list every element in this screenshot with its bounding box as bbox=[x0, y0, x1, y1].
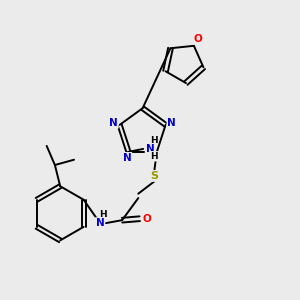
Text: N: N bbox=[167, 118, 176, 128]
Text: N: N bbox=[146, 144, 154, 154]
Text: N: N bbox=[123, 153, 131, 163]
Text: N: N bbox=[109, 118, 118, 128]
Text: O: O bbox=[194, 34, 202, 44]
Text: N: N bbox=[96, 218, 104, 228]
Text: H: H bbox=[150, 152, 157, 161]
Text: O: O bbox=[143, 214, 152, 224]
Text: S: S bbox=[151, 171, 158, 181]
Text: H: H bbox=[150, 136, 157, 145]
Text: H: H bbox=[99, 210, 107, 219]
